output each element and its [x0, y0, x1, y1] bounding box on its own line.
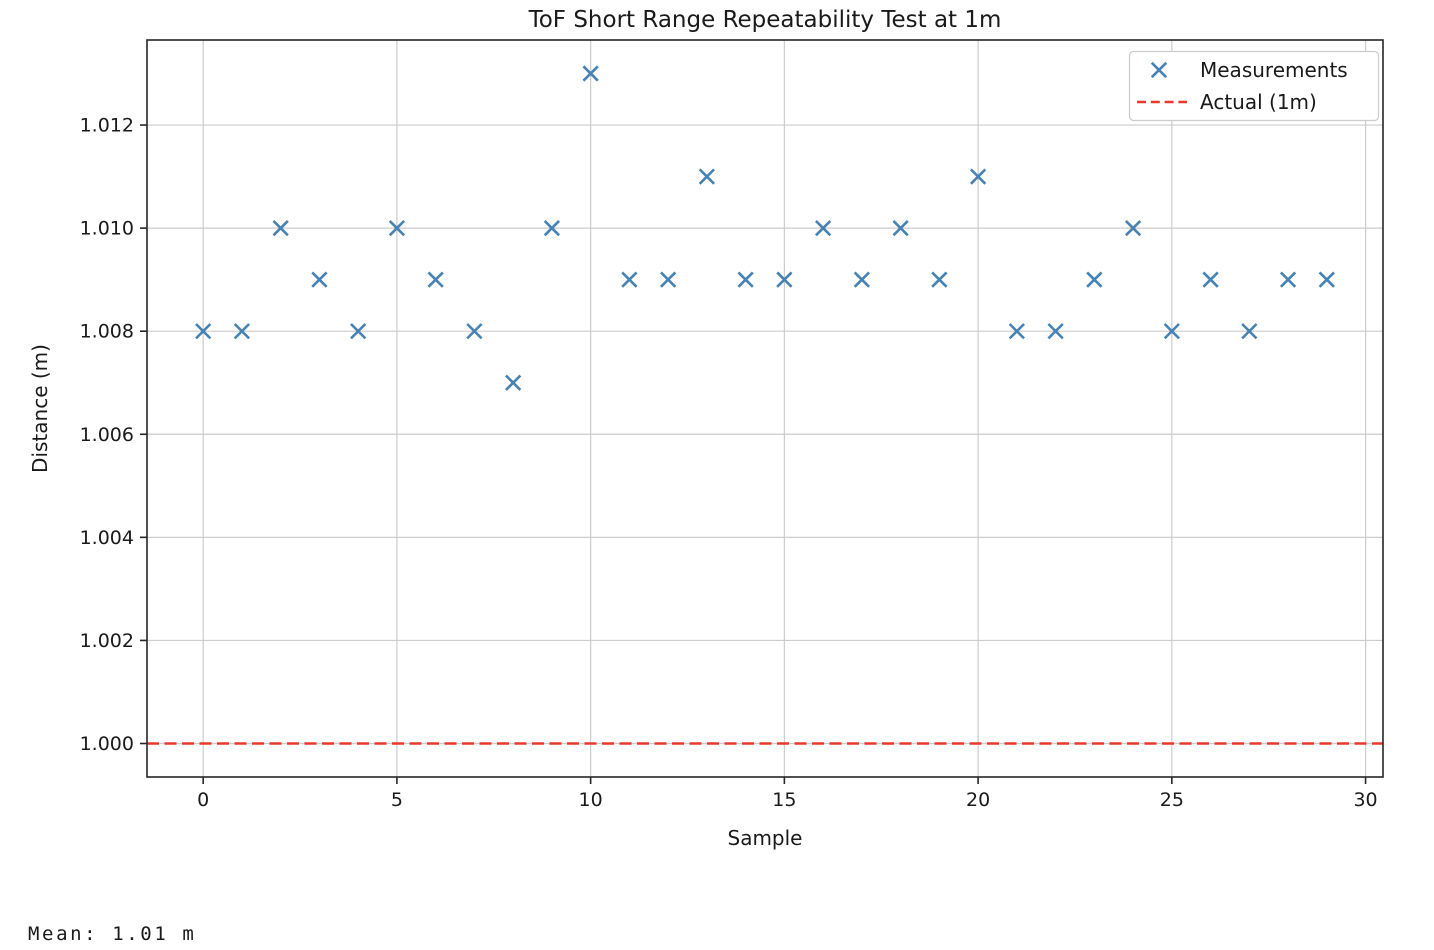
- measurement-marker: [1318, 271, 1335, 288]
- measurement-marker: [1047, 323, 1064, 340]
- measurement-marker: [1279, 271, 1297, 288]
- legend-box: [1128, 50, 1380, 122]
- measurement-marker: [388, 219, 406, 237]
- stat-mean: Mean: 1.01 m: [28, 923, 197, 945]
- scatter-chart: 0 5 10 15 20 25 30 1.000 1.002 1.004 1.006 1.008 1.0…: [28, 7, 1384, 850]
- y-tick-label: 1.000: [80, 733, 134, 755]
- y-axis-label: Distance (m): [28, 344, 52, 473]
- measurement-marker: [272, 219, 289, 237]
- x-tick-label: 25: [1160, 789, 1184, 811]
- legend-measurements-label: Measurements: [1200, 58, 1348, 82]
- plot-border: [146, 39, 1384, 778]
- measurement-marker: [931, 271, 948, 288]
- measurement-marker: [427, 271, 444, 288]
- y-tick-label: 1.010: [80, 218, 134, 240]
- measurement-marker: [1163, 323, 1180, 340]
- measurement-marker: [311, 271, 328, 288]
- measurement-marker: [969, 168, 987, 185]
- stats-block: Mean: 1.01 m Std Dev: 0.0012 m Max Error…: [28, 864, 267, 950]
- measurement-marker: [698, 168, 716, 185]
- x-axis-label: Sample: [728, 826, 803, 850]
- measurement-marker: [892, 219, 909, 237]
- x-tick-label: 5: [391, 789, 403, 811]
- measurement-marker: [350, 323, 367, 340]
- measurement-marker: [233, 323, 251, 340]
- y-tick-label: 1.002: [80, 630, 134, 652]
- measurement-marker: [776, 271, 793, 288]
- measurement-marker: [1086, 271, 1103, 288]
- measurement-marker: [737, 271, 754, 288]
- x-tick-label: 10: [579, 789, 603, 811]
- x-tick-label: 20: [966, 789, 990, 811]
- x-tick-label: 30: [1353, 789, 1377, 811]
- measurement-marker: [1008, 323, 1025, 340]
- measurement-marker: [1202, 271, 1219, 288]
- y-tick-label: 1.006: [80, 424, 134, 446]
- measurement-marker: [505, 374, 522, 391]
- measurement-marker: [1241, 323, 1258, 340]
- measurement-marker: [814, 219, 832, 237]
- legend-measurements-marker-icon: [1150, 61, 1168, 79]
- y-tick-label: 1.004: [80, 527, 134, 549]
- y-tick-label: 1.012: [80, 115, 134, 137]
- measurement-marker: [1124, 219, 1142, 237]
- y-tick-label: 1.008: [80, 321, 134, 343]
- measurement-marker: [543, 219, 561, 237]
- x-tick-label: 15: [772, 789, 796, 811]
- measurement-marker: [466, 323, 483, 340]
- chart-title: ToF Short Range Repeatability Test at 1m: [528, 7, 1002, 33]
- measurement-marker: [621, 271, 638, 288]
- measurement-marker: [660, 271, 677, 288]
- measurement-marker: [582, 65, 599, 82]
- measurement-marker: [195, 323, 212, 340]
- x-tick-label: 0: [197, 789, 209, 811]
- legend-actual-label: Actual (1m): [1200, 90, 1317, 114]
- measurement-marker: [853, 271, 870, 288]
